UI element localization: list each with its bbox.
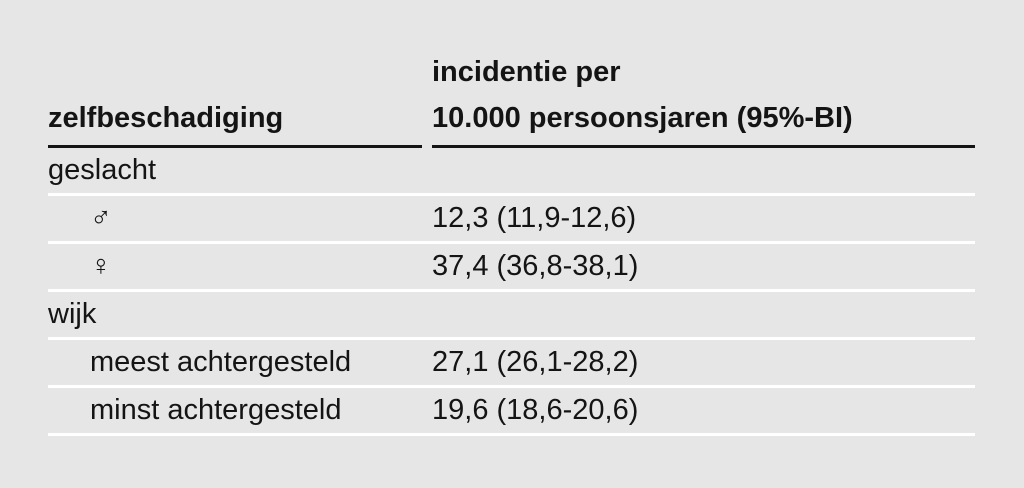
female-icon: ♀ <box>90 250 112 282</box>
table-header-row: zelfbeschadiging incidentie per 10.000 p… <box>48 0 975 148</box>
row-value: 12,3 (11,9-12,6) <box>432 202 637 234</box>
row-label: minst achtergesteld <box>90 394 342 426</box>
row-label: meest achtergesteld <box>90 346 352 378</box>
column-header-incidentie: incidentie per 10.000 persoonsjaren (95%… <box>432 0 975 148</box>
section-label: geslacht <box>48 154 157 186</box>
table-row-meest-achtergesteld: meest achtergesteld 27,1 (26,1-28,2) <box>48 340 975 388</box>
male-icon: ♂ <box>90 202 112 234</box>
row-value: 19,6 (18,6-20,6) <box>432 394 639 426</box>
column-header-line2: 10.000 persoonsjaren (95%-BI) <box>432 102 853 134</box>
column-header-label: zelfbeschadiging <box>48 102 284 134</box>
table-row-geslacht: geslacht <box>48 148 975 196</box>
row-value: 27,1 (26,1-28,2) <box>432 346 639 378</box>
column-header-line1: incidentie per <box>432 56 621 88</box>
table-row-wijk: wijk <box>48 292 975 340</box>
table-row-female: ♀ 37,4 (36,8-38,1) <box>48 244 975 292</box>
row-value: 37,4 (36,8-38,1) <box>432 250 639 282</box>
table-row-male: ♂ 12,3 (11,9-12,6) <box>48 196 975 244</box>
incidence-table: zelfbeschadiging incidentie per 10.000 p… <box>48 0 975 436</box>
section-label: wijk <box>48 298 97 330</box>
table-body: geslacht ♂ 12,3 (11,9-12,6) ♀ 37,4 (36,8… <box>48 148 975 436</box>
column-header-zelfbeschadiging: zelfbeschadiging <box>48 0 422 148</box>
table-row-minst-achtergesteld: minst achtergesteld 19,6 (18,6-20,6) <box>48 388 975 436</box>
